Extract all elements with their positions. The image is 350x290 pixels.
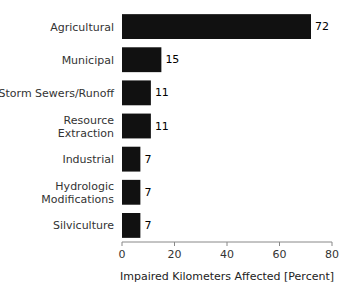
data-label: 15 xyxy=(165,53,179,66)
bar xyxy=(122,180,140,205)
data-label: 11 xyxy=(155,120,169,133)
category-label: Agricultural xyxy=(50,21,114,34)
category-label: Municipal xyxy=(62,54,114,67)
x-tick xyxy=(227,242,228,246)
category-label-line: Resource xyxy=(64,114,115,127)
chart-svg: 7 7 7 11 11 15 72 Silviculture HydrologicModific… xyxy=(0,0,350,290)
bars xyxy=(122,14,311,238)
bar xyxy=(122,147,140,172)
bar xyxy=(122,213,140,238)
x-tick-label: 40 xyxy=(220,248,234,261)
data-label: 72 xyxy=(315,20,329,33)
bar xyxy=(122,114,151,139)
bar xyxy=(122,47,161,72)
category-label-line: Silviculture xyxy=(53,219,114,232)
data-label: 7 xyxy=(144,186,151,199)
x-tick-label: 60 xyxy=(273,248,287,261)
category-label: HydrologicModifications xyxy=(41,180,114,206)
x-tick-label: 80 xyxy=(325,248,339,261)
x-axis-label: Impaired Kilometers Affected [Percent] xyxy=(120,270,334,283)
category-label-line: Storm Sewers/Runoff xyxy=(0,87,114,100)
chart-container: 7 7 7 11 11 15 72 Silviculture HydrologicModific… xyxy=(0,0,350,290)
category-label: ResourceExtraction xyxy=(58,114,114,140)
category-label: Storm Sewers/Runoff xyxy=(0,87,114,100)
category-label-line: Hydrologic xyxy=(55,180,114,193)
x-tick xyxy=(174,242,175,246)
category-label-line: Modifications xyxy=(41,193,114,206)
category-label-line: Agricultural xyxy=(50,21,114,34)
x-tick-label: 20 xyxy=(168,248,182,261)
x-tick xyxy=(332,242,333,246)
data-label: 7 xyxy=(144,219,151,232)
category-label-line: Municipal xyxy=(62,54,114,67)
category-label-line: Extraction xyxy=(58,127,114,140)
category-label: Silviculture xyxy=(53,219,114,232)
bar xyxy=(122,80,151,105)
category-label-line: Industrial xyxy=(62,153,114,166)
x-tick xyxy=(279,242,280,246)
x-tick-label: 0 xyxy=(119,248,126,261)
data-label: 7 xyxy=(144,153,151,166)
bar xyxy=(122,14,311,39)
data-label: 11 xyxy=(155,86,169,99)
x-tick xyxy=(122,242,123,246)
category-label: Industrial xyxy=(62,153,114,166)
